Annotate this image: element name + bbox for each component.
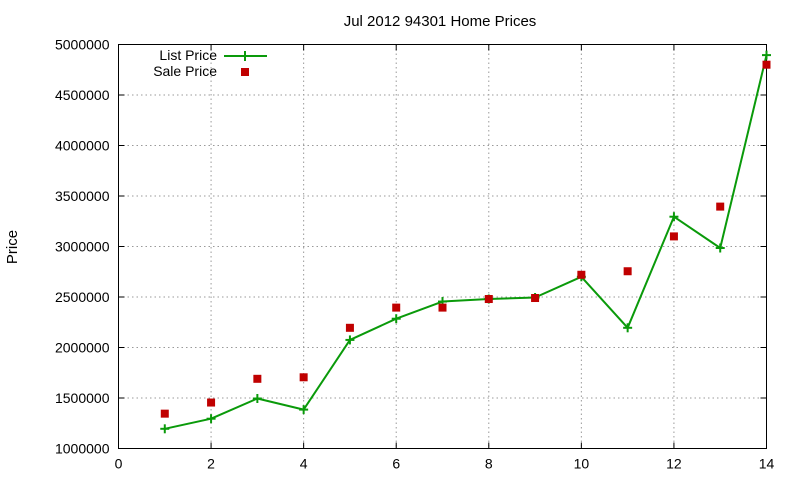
y-axis-label: Price: [4, 230, 21, 264]
y-tick-label: 3000000: [55, 239, 110, 255]
point-sale-price: [669, 232, 678, 241]
x-tick-label: 8: [485, 456, 493, 472]
y-tick-label: 2000000: [55, 340, 110, 356]
point-sale-price: [762, 60, 771, 69]
point-sale-price: [438, 303, 447, 312]
legend-label-sale-price: Sale Price: [153, 63, 217, 79]
point-list-price: [345, 335, 355, 345]
legend-label-list-price: List Price: [159, 47, 217, 63]
point-sale-price: [299, 373, 308, 382]
y-tick-label: 4500000: [55, 87, 110, 103]
point-sale-price: [716, 202, 725, 211]
series: [160, 50, 771, 434]
point-sale-price: [253, 374, 262, 383]
x-tick-label: 14: [759, 456, 775, 472]
point-sale-price: [484, 295, 493, 304]
legend-swatch-list-price-marker: [240, 51, 250, 61]
grid: [118, 44, 767, 449]
point-sale-price: [623, 267, 632, 276]
axis-ticks: 1000000 1500000 2000000 2500000 3000000 35000…: [55, 37, 775, 472]
chart-title: Jul 2012 94301 Home Prices: [344, 13, 537, 30]
point-sale-price: [531, 294, 540, 303]
x-tick-label: 6: [392, 456, 400, 472]
x-tick-label: 12: [666, 456, 682, 472]
point-sale-price: [207, 398, 216, 407]
y-tick-label: 1500000: [55, 390, 110, 406]
point-list-price: [160, 424, 170, 434]
point-list-price: [715, 243, 725, 253]
point-list-price: [299, 405, 309, 415]
legend-swatch-sale-price: [241, 68, 249, 76]
point-sale-price: [577, 270, 586, 279]
x-tick-label: 2: [207, 456, 215, 472]
point-list-price: [669, 212, 679, 222]
series-line-list-price: [164, 54, 768, 430]
point-sale-price: [345, 323, 354, 332]
x-tick-label: 10: [574, 456, 590, 472]
point-list-price: [391, 314, 401, 324]
y-tick-label: 3500000: [55, 188, 110, 204]
point-list-price: [206, 414, 216, 424]
legend: List Price Sale Price: [153, 47, 267, 79]
point-sale-price: [392, 303, 401, 312]
point-sale-price: [160, 409, 169, 418]
point-list-price: [252, 394, 262, 404]
point-list-price: [623, 323, 633, 333]
y-tick-label: 4000000: [55, 138, 110, 154]
x-tick-label: 0: [115, 456, 123, 472]
y-tick-label: 1000000: [55, 441, 110, 457]
x-tick-label: 4: [300, 456, 308, 472]
y-tick-label: 2500000: [55, 289, 110, 305]
point-list-price: [762, 50, 771, 60]
y-tick-label: 5000000: [55, 37, 110, 53]
